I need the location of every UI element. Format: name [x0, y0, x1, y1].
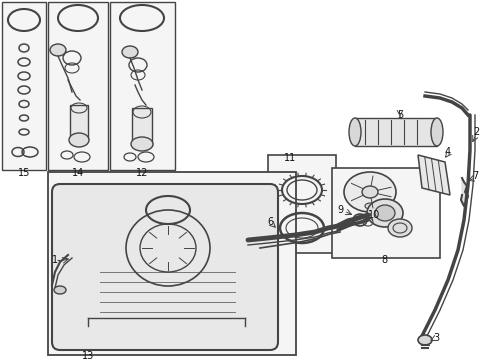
Text: 1-: 1- [52, 255, 62, 265]
Bar [332, 168, 440, 258]
Ellipse shape [353, 214, 367, 226]
Text: 7: 7 [472, 171, 478, 181]
Ellipse shape [344, 172, 396, 212]
Text: 11: 11 [284, 153, 296, 163]
Text: 13: 13 [82, 351, 94, 360]
Text: 4: 4 [445, 147, 451, 157]
Polygon shape [461, 178, 468, 206]
Text: 10: 10 [368, 210, 380, 220]
Ellipse shape [69, 133, 89, 147]
Bar [2, 2, 46, 170]
Bar [268, 155, 336, 253]
Polygon shape [418, 155, 450, 195]
Bar [110, 2, 175, 170]
Ellipse shape [50, 44, 66, 56]
Ellipse shape [431, 118, 443, 146]
Bar [48, 2, 108, 170]
Bar [355, 118, 437, 146]
Ellipse shape [122, 46, 138, 58]
Ellipse shape [418, 335, 432, 345]
Ellipse shape [367, 199, 403, 227]
Bar [48, 172, 296, 355]
Ellipse shape [54, 286, 66, 294]
Ellipse shape [375, 205, 395, 221]
Text: 15: 15 [18, 168, 30, 178]
Text: 14: 14 [72, 168, 84, 178]
Text: 6: 6 [267, 217, 273, 227]
Ellipse shape [131, 137, 153, 151]
Text: 9: 9 [337, 205, 343, 215]
Bar [70, 105, 88, 140]
FancyBboxPatch shape [52, 184, 278, 350]
Ellipse shape [365, 203, 375, 209]
Text: 12: 12 [136, 168, 148, 178]
Text: 2: 2 [473, 127, 479, 137]
Ellipse shape [349, 118, 361, 146]
Text: 3: 3 [433, 333, 439, 343]
Ellipse shape [388, 219, 412, 237]
Text: 8: 8 [381, 255, 387, 265]
Bar [132, 108, 152, 146]
Ellipse shape [362, 186, 378, 198]
Text: 5: 5 [397, 110, 403, 120]
